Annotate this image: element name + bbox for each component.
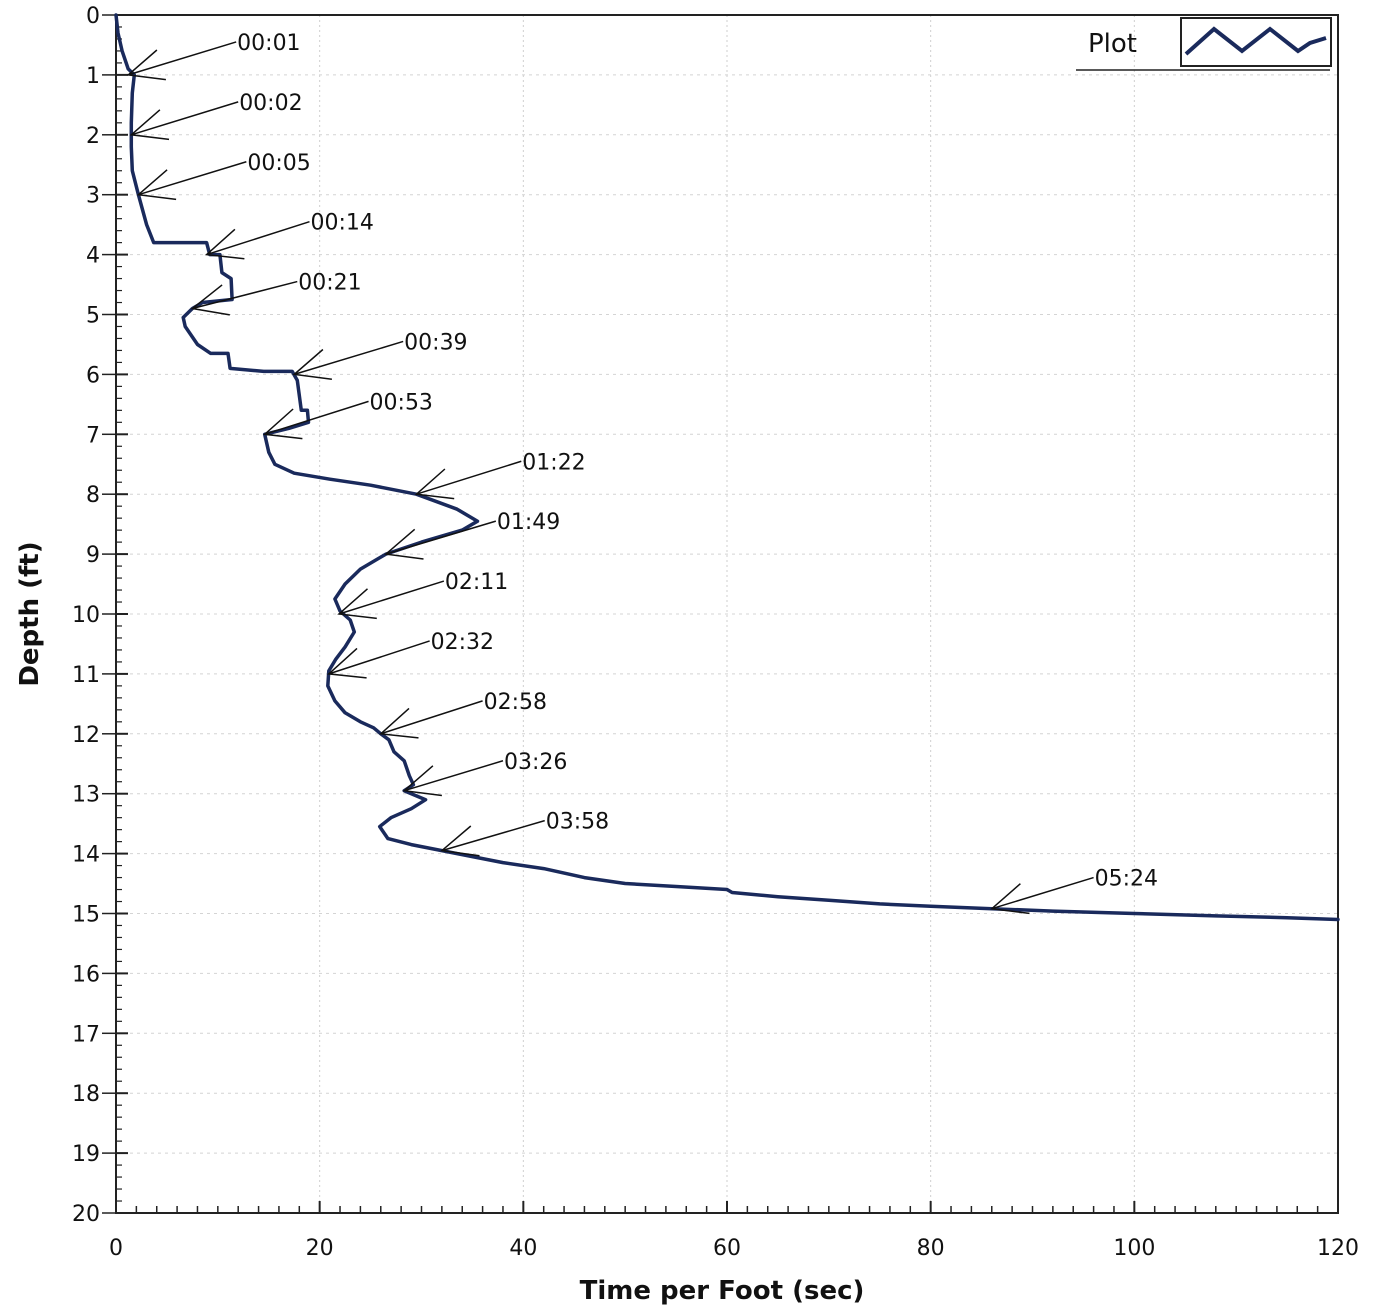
annotation-arrowhead	[990, 883, 1030, 915]
annotation-arrowhead	[384, 528, 424, 560]
annotation-arrowhead	[204, 228, 245, 260]
annotation-label: 00:01	[237, 31, 300, 56]
legend-label: Plot	[1088, 29, 1137, 59]
x-tick-label: 120	[1317, 1236, 1359, 1261]
y-tick-label: 7	[86, 423, 100, 448]
annotation-arrowhead	[414, 468, 455, 500]
y-tick-label: 17	[72, 1022, 100, 1047]
y-tick-label: 11	[72, 663, 100, 688]
y-tick-label: 5	[86, 304, 100, 329]
grid-layer	[116, 15, 1338, 1213]
x-tick-label: 20	[306, 1236, 334, 1261]
y-tick-label: 8	[86, 483, 100, 508]
annotation-label: 02:58	[484, 690, 547, 715]
annotation-leader	[416, 460, 522, 495]
annotation-arrowhead	[129, 109, 170, 141]
y-tick-label: 12	[72, 723, 100, 748]
annotation-layer: 00:01 00:02 00:05 00:14 00:21 00:39 00:53 01:22…	[126, 31, 1158, 915]
annotation-label: 05:24	[1095, 867, 1158, 892]
series-layer	[114, 13, 1340, 922]
x-tick-label: 80	[917, 1236, 945, 1261]
y-tick-label: 6	[86, 363, 100, 388]
y-tick-label: 14	[72, 843, 100, 868]
y-tick-label: 20	[72, 1202, 100, 1227]
x-tick-label: 0	[109, 1236, 123, 1261]
y-tick-label: 9	[86, 543, 100, 568]
annotation-label: 00:21	[298, 271, 361, 296]
annotation-arrowhead	[440, 825, 480, 857]
y-tick-label: 15	[72, 903, 100, 928]
annotation-arrowhead	[292, 348, 332, 380]
y-tick-label: 3	[86, 184, 100, 209]
y-tick-label: 13	[72, 783, 100, 808]
annotation-leader	[328, 640, 430, 675]
legend-swatch-box	[1180, 17, 1332, 67]
annotation-leader	[131, 101, 239, 136]
annotation-leader	[264, 400, 369, 436]
annotation-leader	[403, 760, 504, 792]
tick-layer: 0 20 40 60 80 100 1200123456789101112131415161…	[72, 4, 1359, 1261]
annotation-label: 01:49	[497, 510, 560, 535]
y-tick-label: 16	[72, 962, 100, 987]
annotation-arrowhead	[337, 588, 377, 620]
annotation-label: 01:22	[522, 450, 585, 475]
legend: Plot	[1076, 17, 1332, 71]
x-axis-title: Time per Foot (sec)	[580, 1276, 865, 1306]
x-tick-label: 100	[1113, 1236, 1155, 1261]
annotation-leader	[338, 580, 445, 615]
annotation-leader	[293, 340, 404, 376]
annotation-arrowhead	[126, 49, 166, 81]
y-axis-title: Depth (ft)	[15, 541, 45, 686]
legend-line-icon	[1184, 26, 1327, 56]
annotation-arrowhead	[136, 169, 177, 201]
series-line-plot	[114, 13, 1340, 922]
annotation-label: 00:05	[247, 151, 310, 176]
annotation-label: 03:58	[546, 810, 609, 835]
x-tick-label: 40	[509, 1236, 537, 1261]
annotation-arrowhead	[190, 284, 230, 316]
annotation-arrowhead	[379, 707, 419, 739]
annotation-leader	[192, 280, 298, 310]
annotation-arrowhead	[262, 408, 303, 440]
annotation-leader	[138, 161, 247, 196]
annotation-label: 03:26	[504, 750, 567, 775]
y-tick-label: 4	[86, 244, 100, 269]
y-tick-label: 19	[72, 1142, 100, 1167]
annotation-label: 00:39	[404, 330, 467, 355]
annotation-label: 00:53	[370, 390, 433, 415]
y-tick-label: 10	[72, 603, 100, 628]
annotation-leader	[128, 41, 237, 76]
annotation-label: 02:32	[431, 630, 494, 655]
y-tick-label: 1	[86, 64, 100, 89]
y-tick-label: 2	[86, 124, 100, 149]
annotation-label: 00:02	[239, 91, 302, 116]
annotation-arrowhead	[402, 765, 442, 797]
y-tick-label: 0	[86, 4, 100, 29]
annotation-leader	[206, 220, 310, 256]
x-tick-label: 60	[713, 1236, 741, 1261]
annotation-label: 00:14	[310, 211, 373, 236]
annotation-leader	[991, 876, 1094, 910]
annotation-label: 02:11	[445, 570, 508, 595]
y-tick-label: 18	[72, 1082, 100, 1107]
annotation-arrowhead	[327, 647, 367, 679]
annotation-leader	[385, 520, 497, 555]
annotation-leader	[441, 819, 545, 852]
annotation-leader	[380, 700, 483, 735]
